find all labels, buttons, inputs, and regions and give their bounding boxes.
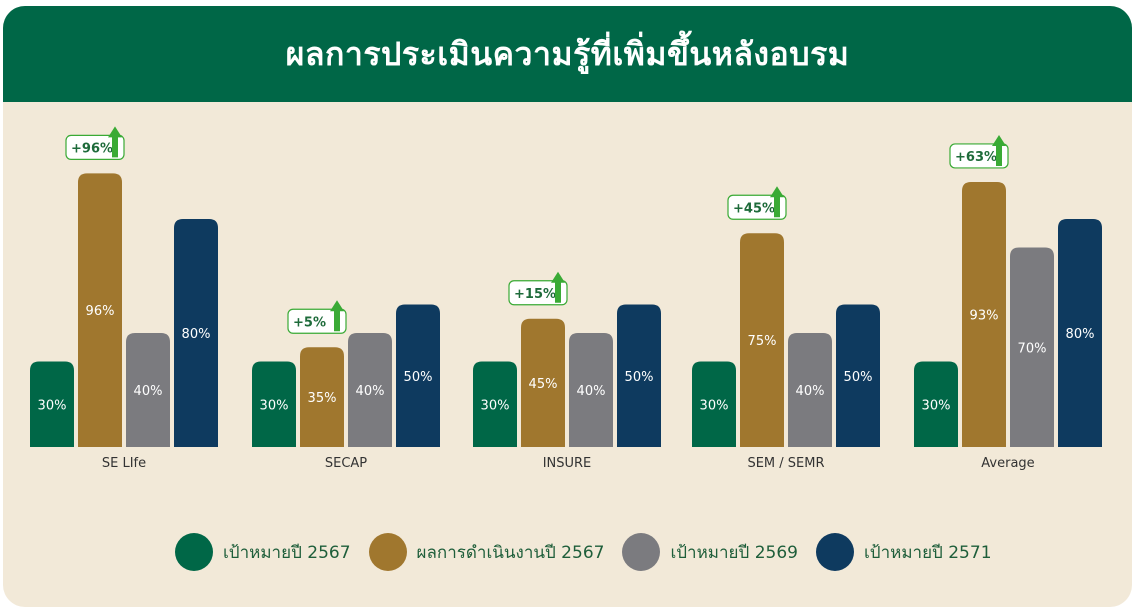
bar-value-label: 30% — [700, 398, 729, 413]
legend-label: เป้าหมายปี 2567 — [223, 542, 351, 563]
bar-value-label: 30% — [260, 398, 289, 413]
chart-card: ผลการประเมินความรู้ที่เพิ่มขึ้นหลังอบรม … — [3, 6, 1132, 607]
bar — [126, 333, 170, 447]
bar-value-label: 93% — [970, 308, 999, 323]
increase-badge-text: +5% — [293, 315, 326, 330]
bar-group: 30% 93% +63% 70% 80% Average — [914, 134, 1102, 471]
increase-badge-text: +63% — [955, 150, 997, 165]
legend-swatch — [175, 533, 213, 571]
bar-value-label: 80% — [182, 327, 211, 342]
bar-value-label: 40% — [577, 384, 606, 399]
bar — [836, 304, 880, 447]
bar-value-label: 40% — [796, 384, 825, 399]
increase-badge: +96% — [65, 126, 125, 160]
up-arrow-icon — [770, 186, 784, 218]
increase-badge: +5% — [287, 300, 347, 334]
up-arrow-icon — [551, 271, 565, 303]
bar — [521, 318, 565, 447]
legend-item: ผลการดำเนินงานปี 2567 — [368, 533, 605, 571]
bar-value-label: 30% — [38, 398, 67, 413]
legend: เป้าหมายปี 2567 ผลการดำเนินงานปี 2567 เป… — [175, 533, 1010, 571]
bar — [473, 361, 517, 447]
bar-group: 30% 45% +15% 40% 50% INSURE — [473, 271, 661, 471]
legend-swatch — [368, 533, 407, 571]
legend-item: เป้าหมายปี 2567 — [175, 533, 351, 571]
bar-value-label: 50% — [844, 370, 873, 385]
bar-value-label: 30% — [481, 398, 510, 413]
bar-value-label: 30% — [922, 398, 951, 413]
increase-badge: +45% — [727, 186, 787, 220]
bar — [1058, 219, 1102, 447]
bar-chart: 30% 96% +96% 40% 80% SE LIfe 30% 35% +5% 40% 50% SE… — [30, 126, 1102, 471]
bar-value-label: 75% — [748, 334, 777, 349]
legend-label: เป้าหมายปี 2569 — [670, 542, 798, 563]
bar — [78, 173, 122, 447]
legend-label: เป้าหมายปี 2571 — [863, 542, 992, 563]
bar-value-label: 40% — [356, 384, 385, 399]
bar-value-label: 70% — [1018, 341, 1047, 356]
bar-group: 30% 96% +96% 40% 80% SE LIfe — [30, 126, 218, 471]
bar — [692, 361, 736, 447]
bar-value-label: 40% — [134, 384, 163, 399]
bar — [174, 219, 218, 447]
bar — [1010, 247, 1054, 447]
bar — [788, 333, 832, 447]
legend-item: เป้าหมายปี 2569 — [622, 533, 798, 571]
legend-swatch — [815, 533, 854, 571]
category-label: SEM / SEMR — [747, 456, 824, 471]
increase-badge: +63% — [949, 134, 1009, 169]
legend-swatch — [622, 533, 661, 571]
chart-title: ผลการประเมินความรู้ที่เพิ่มขึ้นหลังอบรม — [285, 34, 850, 73]
header-bar: ผลการประเมินความรู้ที่เพิ่มขึ้นหลังอบรม — [3, 6, 1132, 102]
up-arrow-icon — [330, 300, 344, 332]
bar-value-label: 50% — [625, 370, 654, 385]
bar-value-label: 45% — [529, 377, 558, 392]
category-label: SE LIfe — [102, 456, 146, 471]
category-label: Average — [981, 456, 1034, 471]
bar — [740, 233, 784, 447]
bar — [914, 361, 958, 447]
bar-value-label: 35% — [308, 391, 337, 406]
bar-value-label: 80% — [1066, 327, 1095, 342]
bar — [300, 347, 344, 447]
bar — [569, 333, 613, 447]
increase-badge-text: +96% — [71, 141, 113, 156]
bar — [396, 304, 440, 447]
bar-value-label: 96% — [86, 304, 115, 319]
legend-item: เป้าหมายปี 2571 — [815, 533, 992, 571]
category-label: INSURE — [543, 456, 592, 471]
bar — [962, 181, 1006, 447]
category-label: SECAP — [325, 456, 367, 471]
increase-badge-text: +45% — [733, 201, 775, 216]
bar-value-label: 50% — [404, 370, 433, 385]
bar-group: 30% 75% +45% 40% 50% SEM / SEMR — [692, 186, 880, 471]
bar — [30, 361, 74, 447]
bar — [348, 333, 392, 447]
bar — [252, 361, 296, 447]
up-arrow-icon — [108, 126, 122, 158]
bar-group: 30% 35% +5% 40% 50% SECAP — [252, 300, 440, 471]
increase-badge: +15% — [508, 271, 568, 306]
up-arrow-icon — [992, 134, 1006, 166]
bar — [617, 304, 661, 447]
legend-label: ผลการดำเนินงานปี 2567 — [416, 542, 605, 563]
increase-badge-text: +15% — [514, 287, 556, 302]
